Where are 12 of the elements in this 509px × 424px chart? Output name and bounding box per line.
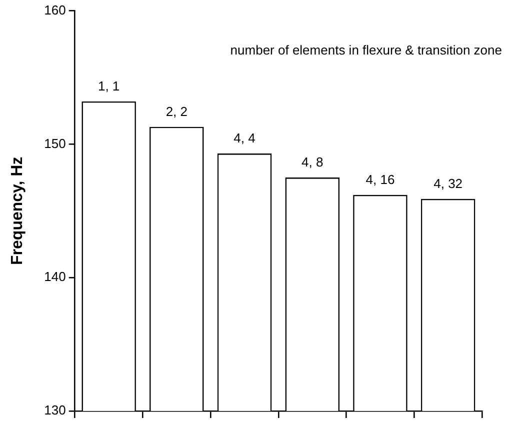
y-tick-label: 150 (44, 136, 66, 151)
y-tick-label: 160 (44, 2, 66, 18)
y-axis-title: Frequency, Hz (9, 156, 26, 265)
x-tick-label: 4, 16 (366, 172, 395, 187)
y-tick-label: 140 (44, 269, 66, 284)
x-tick-label: 2, 2 (166, 104, 188, 119)
x-tick-label: 4, 8 (302, 154, 324, 170)
x-tick-label: 4, 4 (234, 130, 256, 146)
x-tick-label: 4, 32 (434, 176, 463, 191)
x-tick-label: 1, 1 (98, 78, 120, 94)
y-tick-label: 130 (44, 402, 66, 418)
annotation: number of elements in flexure & transition zone (230, 42, 502, 58)
